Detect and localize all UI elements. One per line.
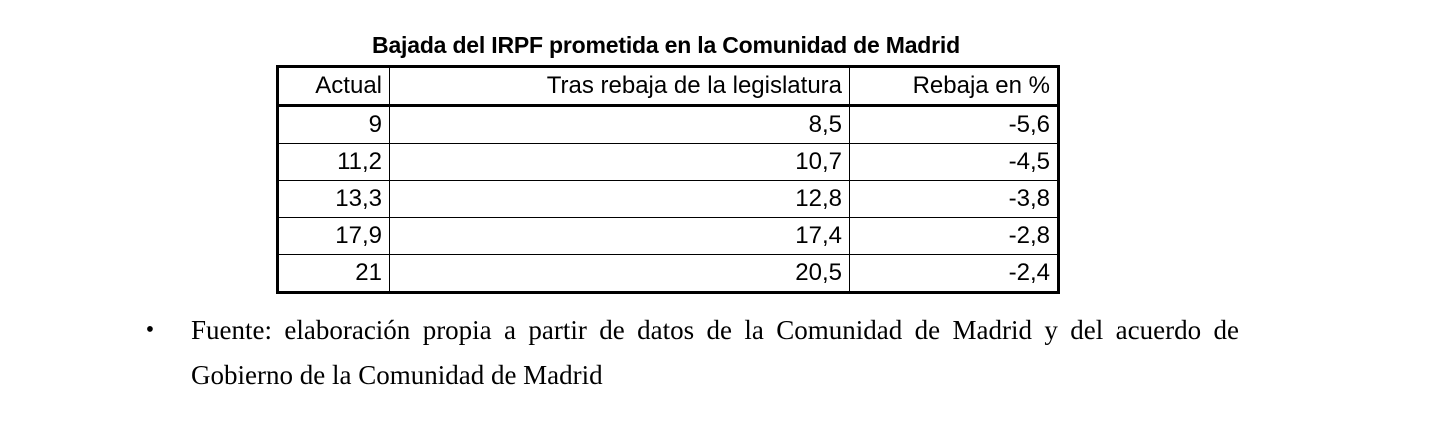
table-row: 13,3 12,8 -3,8 bbox=[277, 180, 1059, 218]
source-note: • Fuente: elaboración propia a partir de… bbox=[140, 308, 1260, 398]
cell-actual: 13,3 bbox=[277, 180, 390, 218]
cell-actual: 17,9 bbox=[277, 217, 390, 255]
cell-tras-rebaja: 20,5 bbox=[389, 254, 850, 293]
bullet-icon: • bbox=[145, 317, 155, 343]
header-tras-rebaja: Tras rebaja de la legislatura bbox=[389, 66, 850, 106]
cell-tras-rebaja: 12,8 bbox=[389, 180, 850, 218]
table-row: 11,2 10,7 -4,5 bbox=[277, 143, 1059, 181]
cell-actual: 21 bbox=[277, 254, 390, 293]
table-title: Bajada del IRPF prometida en la Comunida… bbox=[372, 32, 960, 58]
cell-rebaja-porcentaje: -3,8 bbox=[849, 180, 1059, 218]
cell-tras-rebaja: 10,7 bbox=[389, 143, 850, 181]
cell-rebaja-porcentaje: -2,4 bbox=[849, 254, 1059, 293]
cell-rebaja-porcentaje: -4,5 bbox=[849, 143, 1059, 181]
table-row: 9 8,5 -5,6 bbox=[277, 105, 1059, 144]
header-actual: Actual bbox=[277, 66, 390, 106]
cell-actual: 9 bbox=[277, 105, 390, 144]
table-row: 21 20,5 -2,4 bbox=[277, 254, 1059, 293]
cell-rebaja-porcentaje: -5,6 bbox=[849, 105, 1059, 144]
table-row: 17,9 17,4 -2,8 bbox=[277, 217, 1059, 255]
cell-tras-rebaja: 8,5 bbox=[389, 105, 850, 144]
table-header-row: Actual Tras rebaja de la legislatura Reb… bbox=[277, 66, 1059, 106]
irpf-table: Actual Tras rebaja de la legislatura Reb… bbox=[276, 65, 1060, 294]
cell-tras-rebaja: 17,4 bbox=[389, 217, 850, 255]
cell-rebaja-porcentaje: -2,8 bbox=[849, 217, 1059, 255]
source-note-text: Fuente: elaboración propia a partir de d… bbox=[191, 315, 1239, 390]
header-rebaja-porcentaje: Rebaja en % bbox=[849, 66, 1059, 106]
cell-actual: 11,2 bbox=[277, 143, 390, 181]
